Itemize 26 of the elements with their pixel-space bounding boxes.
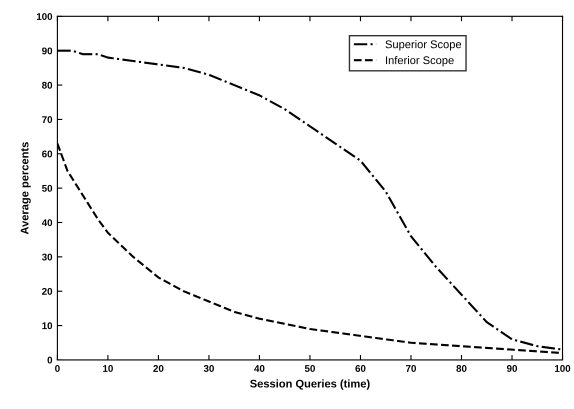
y-axis-title: Average percents bbox=[20, 142, 31, 234]
x-tick-label: 80 bbox=[456, 365, 467, 372]
y-tick-label: 100 bbox=[36, 13, 52, 20]
y-tick-label: 70 bbox=[42, 116, 52, 124]
legend-label: Inferior Scope bbox=[386, 56, 454, 66]
y-tick-label: 60 bbox=[42, 150, 52, 158]
x-tick-label: 100 bbox=[555, 365, 570, 372]
y-tick-label: 50 bbox=[42, 184, 52, 192]
x-tick-label: 70 bbox=[406, 365, 416, 372]
x-tick-label: 50 bbox=[304, 365, 315, 372]
x-tick-label: 60 bbox=[355, 365, 366, 372]
y-tick-label: 10 bbox=[42, 322, 52, 330]
y-tick-label: 40 bbox=[42, 219, 52, 226]
x-tick-label: 90 bbox=[506, 365, 518, 372]
x-tick-label: 40 bbox=[254, 365, 264, 372]
x-axis-title: Session Queries (time) bbox=[250, 379, 370, 390]
x-tick-label: 0 bbox=[55, 365, 60, 372]
x-tick-label: 30 bbox=[204, 365, 214, 372]
y-tick-label: 90 bbox=[42, 47, 52, 54]
y-tick-label: 0 bbox=[48, 356, 52, 364]
y-tick-label: 80 bbox=[42, 82, 52, 89]
x-tick-label: 20 bbox=[153, 365, 164, 372]
x-tick-label: 10 bbox=[103, 365, 113, 372]
legend-label: Superior Scope bbox=[386, 40, 462, 50]
y-tick-label: 20 bbox=[42, 288, 52, 295]
y-tick-label: 30 bbox=[42, 254, 52, 260]
